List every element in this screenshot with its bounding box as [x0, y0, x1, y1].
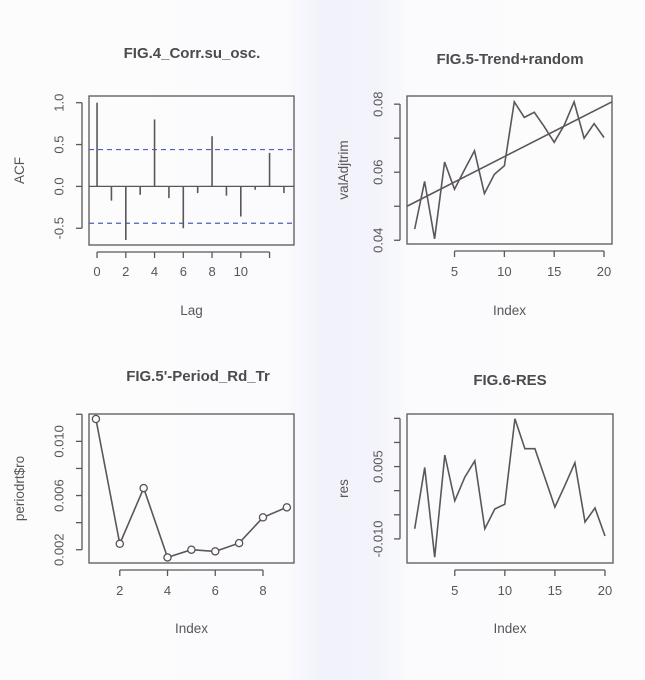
y-tick-label: 0.0: [52, 177, 67, 195]
x-tick-label: 5: [451, 264, 458, 279]
x-tick-label: 8: [208, 264, 215, 279]
plot-frame: [88, 95, 295, 246]
x-axis-label: Index: [493, 621, 526, 636]
x-tick-label: 6: [180, 264, 187, 279]
panel-3: FIG.5'-Period_Rd_Tr Index periodrt$ro 0.002…: [12, 368, 295, 636]
x-tick-label: 15: [547, 264, 561, 279]
chart-title: FIG.5-Trend+random: [436, 51, 583, 68]
data-point: [258, 513, 268, 522]
y-tick-label: -0.5: [52, 217, 67, 239]
trend-line: [406, 101, 613, 207]
series-line: [413, 418, 606, 558]
panel-2: FIG.5-Trend+random Index valAdjtrim 0.04 0.0…: [336, 51, 613, 318]
y-axis-label: res: [336, 479, 351, 498]
series-line: [95, 418, 288, 559]
data-point: [234, 538, 244, 548]
y-tick-label: 0.006: [52, 479, 67, 512]
y-axis-label: periodrt$ro: [12, 456, 27, 521]
chart-title: FIG.5'-Period_Rd_Tr: [126, 368, 270, 385]
y-axis-label: ACF: [12, 157, 27, 184]
x-tick-label: 20: [597, 264, 611, 279]
x-tick-label: 10: [498, 583, 512, 598]
x-tick-label: 20: [598, 583, 612, 598]
y-tick-label: 0.06: [371, 160, 386, 185]
x-tick-label: 15: [548, 583, 562, 598]
x-tick-label: 2: [116, 583, 123, 598]
plot-frame: [88, 413, 295, 564]
x-tick-label: 5: [451, 583, 458, 598]
y-tick-label: 0.08: [371, 92, 386, 117]
x-tick-label: 10: [497, 264, 511, 279]
data-point: [282, 503, 292, 512]
x-axis-label: Lag: [180, 303, 203, 318]
series-line: [413, 99, 605, 240]
plot-frame: [406, 413, 614, 564]
x-tick-label: 2: [122, 264, 129, 279]
panel-4: FIG.6-RES Index res -0.010 0.005 5 10 15 20: [336, 372, 614, 636]
chart-title: FIG.4_Corr.su_osc.: [124, 45, 261, 62]
y-tick-label: 0.005: [371, 450, 386, 483]
y-tick-label: 0.002: [52, 533, 67, 566]
x-tick-label: 4: [164, 583, 171, 598]
x-tick-label: 4: [151, 264, 158, 279]
x-tick-label: 6: [212, 583, 219, 598]
y-tick-label: 1.0: [52, 94, 67, 112]
data-point: [163, 553, 172, 562]
x-axis-label: Index: [175, 621, 208, 636]
y-tick-label: 0.010: [52, 425, 67, 458]
x-tick-label: 0: [93, 264, 100, 279]
chart-title: FIG.6-RES: [473, 372, 546, 389]
data-point: [210, 547, 220, 556]
data-point: [187, 545, 196, 554]
panel-1: FIG.4_Corr.su_osc. Lag ACF -0.5 0.0 0.5 1.0 0 2 4…: [12, 45, 295, 318]
y-axis-label: valAdjtrim: [336, 140, 351, 199]
y-tick-label: -0.010: [371, 520, 386, 557]
x-tick-label: 8: [259, 583, 266, 598]
data-point: [91, 414, 101, 424]
x-tick-label: 10: [234, 264, 248, 279]
x-axis-label: Index: [493, 303, 526, 318]
y-tick-label: 0.5: [52, 136, 67, 154]
data-point: [139, 483, 148, 493]
plot-frame: [406, 95, 613, 245]
y-tick-label: 0.04: [371, 228, 386, 253]
data-point: [115, 539, 125, 549]
